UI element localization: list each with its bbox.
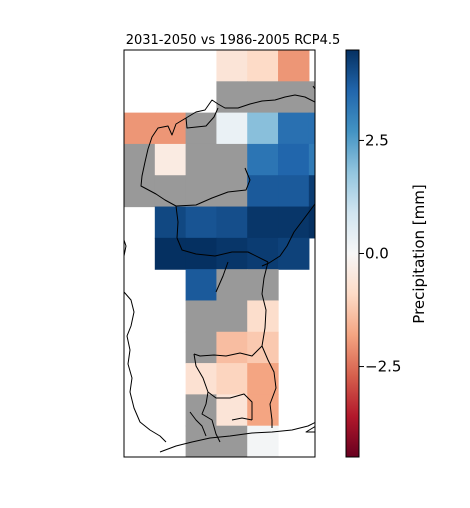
heatmap-cells xyxy=(124,50,315,457)
heatmap-cell xyxy=(185,331,218,364)
heatmap-cell xyxy=(216,143,248,176)
border-inland-9 xyxy=(201,391,221,443)
colorbar-tick-label: 2.5 xyxy=(365,131,389,149)
heatmap-cell xyxy=(278,175,310,208)
heatmap-cell xyxy=(216,363,248,395)
border-inland-4 xyxy=(176,237,269,263)
chart-title: 2031-2050 vs 1986-2005 RCP4.5 xyxy=(126,33,341,48)
heatmap-cell xyxy=(308,143,315,176)
border-inland-3 xyxy=(261,203,315,267)
heatmap-cell xyxy=(278,206,310,239)
heatmap-cell xyxy=(278,143,310,176)
heatmap-cell xyxy=(247,206,279,239)
heatmap-cell xyxy=(185,300,218,333)
heatmap-cell xyxy=(308,81,315,114)
coastline-west xyxy=(124,239,167,443)
country-borders xyxy=(124,85,315,453)
heatmap-cell xyxy=(185,206,218,239)
heatmap-cell xyxy=(247,112,279,145)
heatmap-cell xyxy=(154,206,187,239)
colorbar-tick-label: 0.0 xyxy=(365,245,389,263)
heatmap-cell xyxy=(154,237,187,270)
heatmap-cell xyxy=(216,425,248,457)
heatmap-cell xyxy=(185,425,218,457)
heatmap-cell xyxy=(247,81,279,114)
heatmap-cell xyxy=(216,394,248,427)
heatmap-cell xyxy=(216,50,248,82)
heatmap-cell xyxy=(154,143,187,176)
heatmap-cell xyxy=(216,112,248,145)
heatmap-cell xyxy=(278,237,310,270)
coastline-south xyxy=(159,421,315,453)
border-inland-8 xyxy=(193,353,253,420)
heatmap-cell xyxy=(308,206,315,239)
border-inland-5 xyxy=(261,261,277,428)
heatmap-cell xyxy=(124,143,156,176)
heatmap-cell xyxy=(124,112,156,145)
heatmap-cell xyxy=(185,363,218,395)
heatmap-cell xyxy=(185,269,218,302)
heatmap-cell xyxy=(185,237,218,270)
heatmap-cell xyxy=(216,331,248,364)
border-inland-11 xyxy=(231,417,253,421)
heatmap-cell xyxy=(185,143,218,176)
border-inland-6 xyxy=(215,261,229,293)
colorbar-ticks: 2.5 0.0 −2.5 xyxy=(359,131,401,376)
heatmap-cell xyxy=(216,237,248,270)
heatmap-cell xyxy=(185,175,218,208)
map-frame xyxy=(123,49,316,458)
heatmap-cell xyxy=(216,269,248,302)
heatmap-cell xyxy=(216,300,248,333)
heatmap-cell xyxy=(308,112,315,145)
heatmap-cell xyxy=(247,425,279,457)
heatmap-cell xyxy=(216,206,248,239)
border-inland-2 xyxy=(175,167,251,207)
heatmap-cell xyxy=(185,112,218,145)
heatmap-cell xyxy=(247,363,279,395)
colorbar xyxy=(345,49,360,458)
colorbar-label: Precipitation [mm] xyxy=(410,184,428,323)
heatmap-cell xyxy=(308,175,315,208)
heatmap-cell xyxy=(247,175,279,208)
colorbar-tick-label: −2.5 xyxy=(365,358,401,376)
heatmap-cell xyxy=(154,112,187,145)
heatmap-cell xyxy=(278,112,310,145)
coastline-north xyxy=(140,94,315,239)
heatmap-cell xyxy=(154,175,187,208)
heatmap-cell xyxy=(247,300,279,333)
border-inland-7 xyxy=(193,345,263,357)
heatmap-cell xyxy=(247,50,279,82)
heatmap-cell xyxy=(278,50,310,82)
border-inland-10 xyxy=(189,411,207,437)
coastline-bay xyxy=(312,85,315,108)
border-inland-1 xyxy=(185,107,219,129)
heatmap-cell xyxy=(247,143,279,176)
